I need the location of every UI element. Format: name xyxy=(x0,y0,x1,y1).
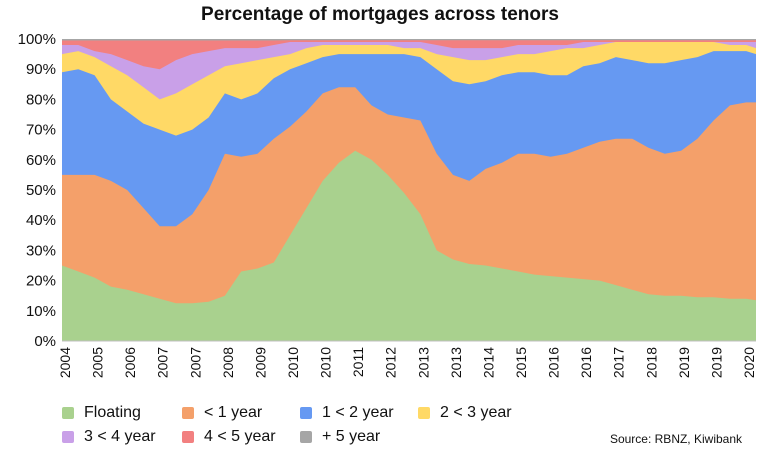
x-tick-label: 2018 xyxy=(643,347,659,378)
y-tick-label: 100% xyxy=(18,31,56,48)
x-tick-label: 2004 xyxy=(57,347,73,378)
x-tick-label: 2012 xyxy=(383,347,399,378)
x-tick-label: 2019 xyxy=(676,347,692,378)
y-tick-label: 30% xyxy=(26,242,56,259)
x-tick-label: 2007 xyxy=(187,347,203,378)
legend: Floating < 1 year 1 < 2 year 2 < 3 year … xyxy=(62,404,582,446)
y-tick-label: 40% xyxy=(26,212,56,229)
chart-title: Percentage of mortgages across tenors xyxy=(201,4,559,25)
x-tick-label: 2017 xyxy=(611,347,627,378)
x-tick-label: 2020 xyxy=(741,347,757,378)
y-tick-label: 10% xyxy=(26,303,56,320)
x-tick-label: 2010 xyxy=(318,347,334,378)
y-tick-label: 90% xyxy=(26,61,56,78)
legend-label: + 5 year xyxy=(322,428,381,445)
legend-swatch xyxy=(300,407,312,419)
y-tick-label: 20% xyxy=(26,273,56,290)
x-tick-label: 2005 xyxy=(90,347,106,378)
y-tick-label: 80% xyxy=(26,91,56,108)
legend-swatch xyxy=(300,431,312,443)
legend-item-4-5-year: 4 < 5 year xyxy=(182,428,300,446)
x-tick-label: 2006 xyxy=(122,347,138,378)
y-axis: 0% 10% 20% 30% 40% 50% 60% 70% 80% 90% 100% xyxy=(18,31,56,350)
x-tick-label: 2013 xyxy=(415,347,431,378)
x-tick-label: 2013 xyxy=(448,347,464,378)
legend-label: Floating xyxy=(84,404,141,421)
y-tick-label: 70% xyxy=(26,122,56,139)
legend-item-floating: Floating xyxy=(62,404,182,422)
legend-swatch xyxy=(62,407,74,419)
x-tick-label: 2011 xyxy=(350,347,366,377)
x-tick-label: 2016 xyxy=(546,347,562,378)
legend-swatch xyxy=(182,431,194,443)
legend-swatch xyxy=(182,407,194,419)
x-tick-label: 2010 xyxy=(285,347,301,378)
legend-label: 2 < 3 year xyxy=(440,404,512,421)
y-tick-label: 50% xyxy=(26,182,56,199)
legend-swatch xyxy=(62,431,74,443)
x-tick-label: 2008 xyxy=(220,347,236,378)
legend-label: 1 < 2 year xyxy=(322,404,394,421)
x-tick-label: 2014 xyxy=(480,347,496,378)
legend-label: 4 < 5 year xyxy=(204,428,276,445)
y-tick-label: 0% xyxy=(34,333,56,350)
y-tick-label: 60% xyxy=(26,152,56,169)
x-tick-label: 2015 xyxy=(513,347,529,378)
x-tick-label: 2009 xyxy=(252,347,268,378)
legend-item-3-4-year: 3 < 4 year xyxy=(62,428,182,446)
legend-item-under-1-year: < 1 year xyxy=(182,404,300,422)
legend-item-5-plus-year: + 5 year xyxy=(300,428,418,446)
legend-label: 3 < 4 year xyxy=(84,428,156,445)
x-tick-label: 2019 xyxy=(708,347,724,378)
legend-label: < 1 year xyxy=(204,404,263,421)
x-axis: 2004 2005 2006 2007 2007 2008 2009 2010 2010 2011… xyxy=(57,340,757,378)
x-tick-label: 2007 xyxy=(155,347,171,378)
x-tick-label: 2016 xyxy=(578,347,594,378)
legend-item-1-2-year: 1 < 2 year xyxy=(300,404,418,422)
area-series-0 xyxy=(62,150,756,341)
source-note: Source: RBNZ, Kiwibank xyxy=(609,432,742,446)
area-layers xyxy=(62,39,756,341)
legend-swatch xyxy=(418,407,430,419)
legend-item-2-3-year: 2 < 3 year xyxy=(418,404,558,422)
